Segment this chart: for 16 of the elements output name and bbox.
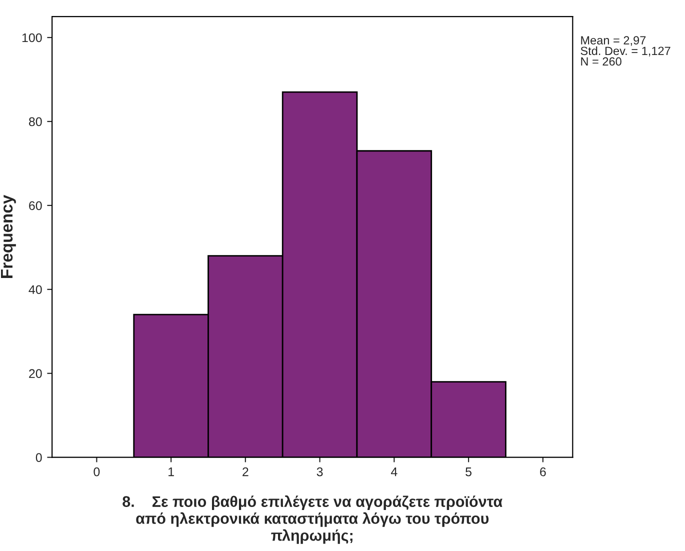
x-tick-label: 1 xyxy=(168,468,174,476)
x-tick-label: 3 xyxy=(316,467,323,476)
y-tick-label: 60 xyxy=(29,201,42,210)
y-tick-label: 100 xyxy=(22,33,42,42)
x-tick-label: 4 xyxy=(390,468,398,476)
x-axis-title: 8. Σε ποιο βαθμό επιλέγετε να αγοράζετε προϊόντα από ηλεκτρονικά καταστήματα λόγω του τρόπου πληρωμής; xyxy=(122,495,502,544)
y-tick-label: 40 xyxy=(28,285,42,294)
x-tick-label: 5 xyxy=(466,468,472,476)
y-tick-label: 80 xyxy=(28,117,42,126)
x-tick-label: 6 xyxy=(540,467,546,476)
x-tick-label: 0 xyxy=(94,467,100,476)
y-tick-label: 0 xyxy=(36,453,42,462)
y-axis-title: Frequency xyxy=(1,194,16,278)
text: Mean = 2,97 Std. Dev. = 1,127 N = 260 xyxy=(580,36,670,66)
y-tick-label: 20 xyxy=(29,369,42,378)
x-tick-label: 2 xyxy=(242,467,248,476)
